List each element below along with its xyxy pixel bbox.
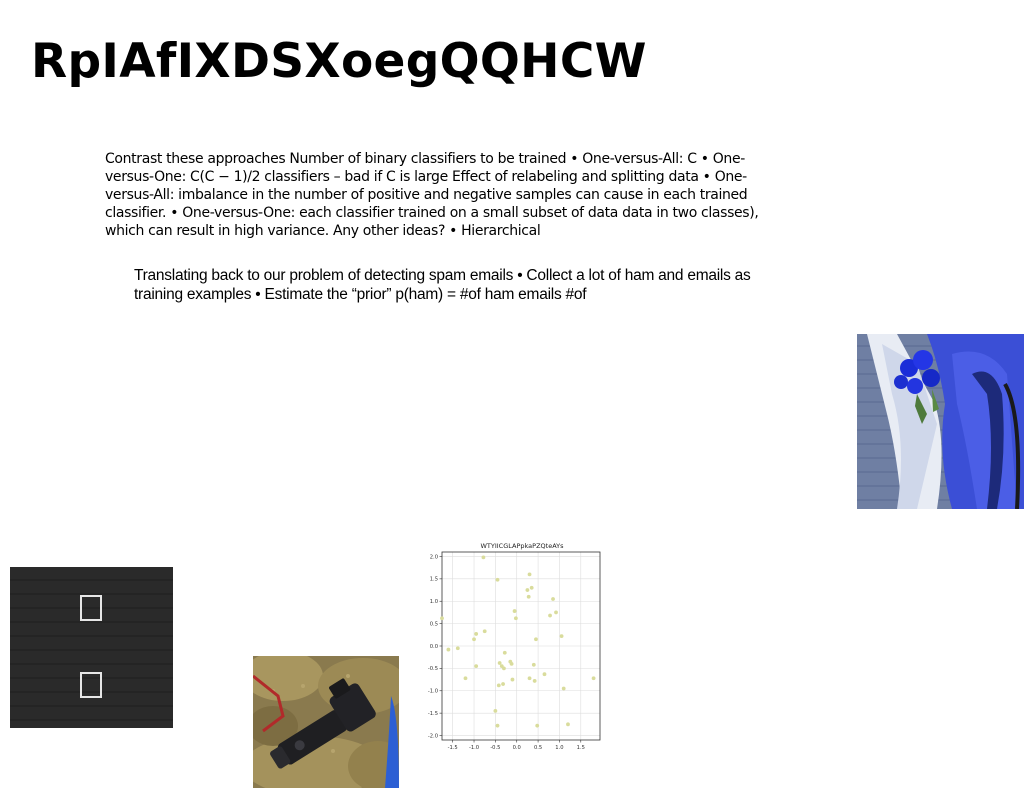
scatter-point [534, 637, 538, 642]
x-tick-label: 0.0 [513, 745, 521, 751]
scatter-point [501, 682, 505, 686]
y-tick-label: 0.0 [430, 644, 438, 650]
y-tick-label: 0.5 [430, 621, 438, 627]
scatter-point [482, 629, 487, 634]
body-paragraph-classifiers: Contrast these approaches Number of bina… [105, 151, 759, 239]
scatter-point [542, 672, 547, 677]
scatter-point [529, 585, 534, 590]
x-tick-label: 0.5 [534, 745, 542, 751]
scatter-point [481, 555, 486, 560]
x-tick-label: 1.5 [577, 745, 585, 751]
scatter-point [512, 609, 517, 613]
chart-title: WTYIICGLAPpkaPZQteAYs [480, 542, 564, 550]
scatter-point [455, 646, 460, 651]
scatter-point [497, 661, 502, 665]
x-tick-label: 1.0 [555, 745, 563, 751]
y-tick-label: 1.5 [430, 577, 438, 583]
x-tick-label: -1.5 [448, 745, 458, 751]
scatter-point [502, 650, 507, 655]
scatter-point [526, 594, 531, 599]
photo-dark-wall [10, 567, 173, 728]
scatter-point [513, 616, 518, 621]
scatter-point [446, 647, 451, 652]
scatter-point [463, 676, 468, 681]
scatter-point [496, 683, 501, 688]
scatter-point [440, 616, 444, 621]
x-tick-label: -0.5 [490, 745, 500, 751]
scatter-point [495, 723, 500, 728]
scatter-point [535, 723, 540, 728]
scatter-point [493, 709, 498, 713]
scatter-point [474, 664, 479, 669]
scatter-point [495, 577, 500, 582]
placeholder-square-icon [80, 672, 102, 698]
scatter-point [531, 662, 536, 667]
scatter-point [554, 610, 558, 615]
y-tick-label: -0.5 [428, 666, 438, 672]
scatter-point [566, 722, 570, 727]
scatter-chart: WTYIICGLAPpkaPZQteAYs -1.5 -1.0 -0.5 0.0 0.5… [421, 537, 606, 757]
y-tick-label: 1.0 [430, 599, 438, 605]
scatter-point [559, 634, 564, 639]
y-tick-label: 2.0 [430, 554, 438, 560]
scatter-point [525, 588, 530, 592]
photo-camera-on-couch [253, 656, 399, 788]
scatter-point [551, 597, 555, 601]
scatter-point [502, 666, 506, 671]
y-tick-label: -1.5 [428, 711, 438, 717]
scatter-point [510, 677, 515, 682]
y-tick-label: -1.0 [428, 689, 438, 695]
x-tick-label: -1.0 [469, 745, 479, 751]
page-title: RpIAfIXDSXoegQQHCW [31, 34, 647, 89]
y-tick-label: -2.0 [428, 733, 438, 739]
scatter-point [527, 572, 532, 577]
scatter-point [532, 679, 537, 683]
scatter-point [561, 686, 566, 691]
scatter-point [509, 662, 514, 666]
body-paragraph-spam: Translating back to our problem of detec… [134, 267, 751, 303]
scatter-point [591, 676, 596, 681]
scatter-point [548, 613, 552, 618]
scatter-point [474, 632, 479, 636]
photo-woman-with-flowers [857, 334, 1024, 509]
placeholder-square-icon [80, 595, 102, 621]
scatter-point [472, 637, 476, 642]
scatter-point [527, 676, 532, 681]
